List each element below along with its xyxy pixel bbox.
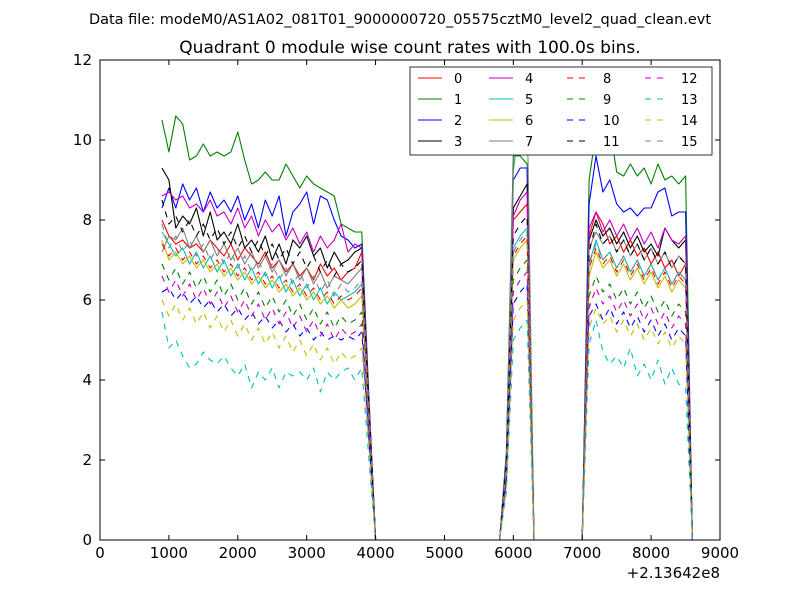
x-tick-label: 7000 <box>563 544 601 562</box>
series-line-14 <box>161 299 693 540</box>
legend-label-2: 2 <box>454 114 462 129</box>
x-tick-label: 0 <box>95 544 105 562</box>
series-line-12 <box>161 271 693 540</box>
x-tick-label: 6000 <box>494 544 532 562</box>
legend-label-12: 12 <box>681 72 698 87</box>
y-tick-label: 12 <box>73 51 92 69</box>
legend-label-7: 7 <box>525 135 533 150</box>
x-tick-label: 9000 <box>701 544 739 562</box>
x-tick-label: 1000 <box>150 544 188 562</box>
legend-label-1: 1 <box>454 93 462 108</box>
y-tick-label: 0 <box>82 531 92 549</box>
x-tick-label: 8000 <box>632 544 670 562</box>
x-tick-label: 3000 <box>288 544 326 562</box>
series-line-6 <box>161 239 693 540</box>
legend-label-10: 10 <box>603 114 620 129</box>
legend-label-9: 9 <box>603 93 611 108</box>
y-tick-label: 10 <box>73 131 92 149</box>
x-axis: 0 1000 2000 3000 4000 5000 6000 7000 8000 9000 <box>95 60 739 562</box>
legend-frame <box>409 66 713 156</box>
series-layer <box>161 103 693 540</box>
chart-title: Quadrant 0 module wise count rates with … <box>179 38 640 58</box>
y-tick-label: 4 <box>82 371 92 389</box>
legend-label-5: 5 <box>525 93 533 108</box>
series-line-8 <box>161 235 693 540</box>
legend-label-8: 8 <box>603 72 611 87</box>
x-tick-label: 4000 <box>356 544 394 562</box>
y-tick-label: 8 <box>82 211 92 229</box>
legend-label-0: 0 <box>454 72 462 87</box>
series-line-3 <box>161 167 693 540</box>
legend-label-11: 11 <box>603 135 620 150</box>
series-line-9 <box>161 259 693 540</box>
y-tick-label: 6 <box>82 291 92 309</box>
legend-label-3: 3 <box>454 135 462 150</box>
series-line-4 <box>161 191 693 540</box>
legend-label-13: 13 <box>681 93 698 108</box>
figure-suptitle: Data file: modeM0/AS1A02_081T01_90000007… <box>89 12 711 28</box>
x-tick-label: 2000 <box>219 544 257 562</box>
series-line-2 <box>161 155 693 540</box>
series-line-15 <box>161 223 693 540</box>
legend-label-14: 14 <box>681 114 698 129</box>
y-tick-label: 2 <box>82 451 92 469</box>
x-axis-offset-label: +2.13642e8 <box>627 564 720 582</box>
legend-label-4: 4 <box>525 72 533 87</box>
legend-label-6: 6 <box>525 114 533 129</box>
legend-label-15: 15 <box>681 135 698 150</box>
series-line-11 <box>161 199 693 540</box>
x-tick-label: 5000 <box>425 544 463 562</box>
